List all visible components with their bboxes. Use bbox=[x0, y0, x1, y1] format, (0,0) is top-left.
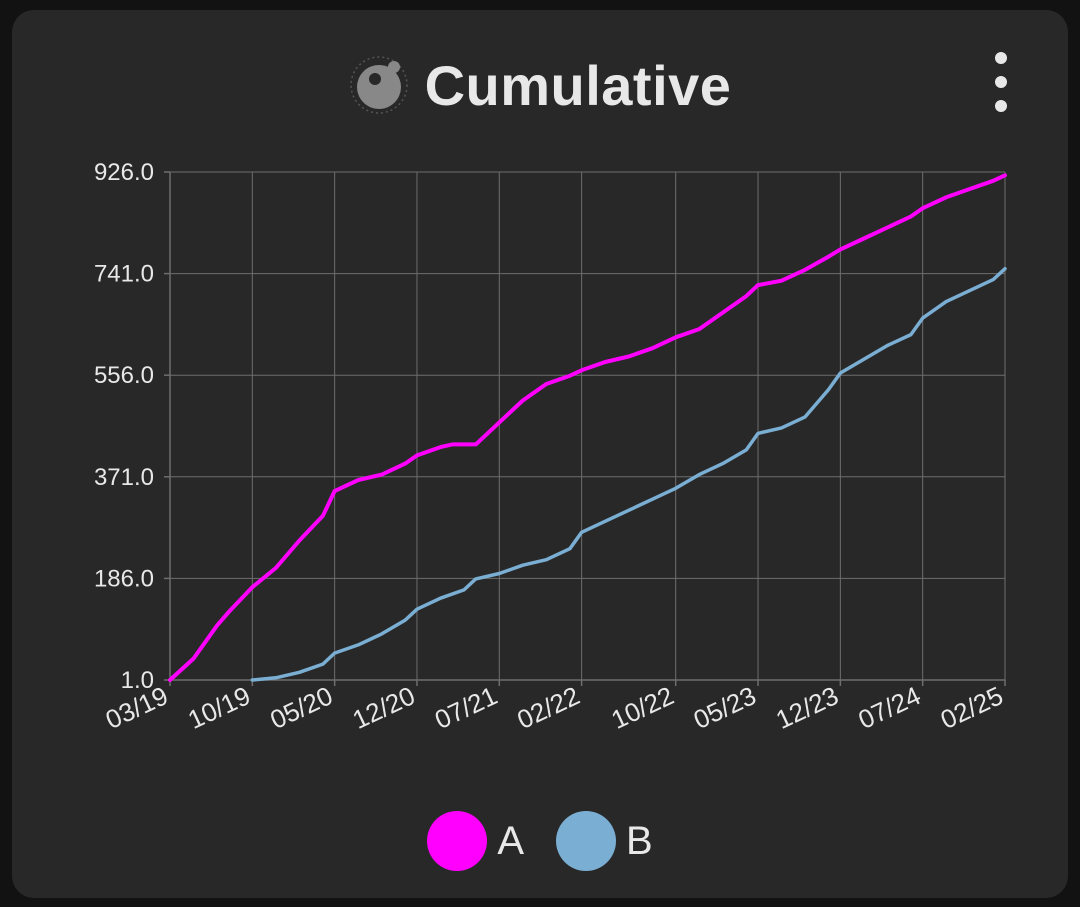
card-header: Cumulative bbox=[12, 50, 1068, 120]
x-tick-label: 10/19 bbox=[183, 680, 255, 735]
more-vertical-icon[interactable] bbox=[986, 52, 1016, 112]
x-tick-label: 12/20 bbox=[348, 680, 420, 735]
y-tick-label: 371.0 bbox=[94, 464, 154, 491]
legend-item-b[interactable]: B bbox=[556, 811, 653, 871]
series-line-b bbox=[250, 266, 1007, 682]
x-tick-label: 07/24 bbox=[854, 680, 926, 735]
chart-card: Cumulative bbox=[12, 10, 1068, 898]
y-axis-ticks: 1.0 186.0 371.0 556.0 741.0 926.0 bbox=[94, 159, 154, 694]
series-line-a bbox=[168, 173, 1007, 682]
x-tick-label: 07/21 bbox=[430, 680, 502, 735]
legend-swatch bbox=[556, 811, 616, 871]
y-tick-label: 556.0 bbox=[94, 362, 154, 389]
legend-label: A bbox=[497, 818, 524, 863]
menu-dot bbox=[995, 52, 1007, 64]
legend-swatch bbox=[427, 811, 488, 871]
planet-icon bbox=[349, 56, 408, 114]
x-tick-label: 02/22 bbox=[512, 680, 584, 735]
y-tick-label: 741.0 bbox=[94, 261, 154, 288]
chart-legend: A B bbox=[0, 806, 1080, 876]
y-tick-label: 186.0 bbox=[94, 565, 154, 592]
chart-grid bbox=[164, 171, 1006, 686]
x-axis-ticks: 03/19 10/19 05/20 12/20 07/21 02/22 10/22 05/23… bbox=[101, 680, 1008, 735]
legend-label: B bbox=[626, 818, 653, 863]
page-title: Cumulative bbox=[424, 53, 732, 117]
x-tick-label: 02/25 bbox=[936, 680, 1008, 735]
y-tick-label: 926.0 bbox=[94, 159, 154, 186]
menu-dot bbox=[995, 76, 1007, 88]
x-tick-label: 05/20 bbox=[266, 680, 338, 735]
x-tick-label: 05/23 bbox=[689, 680, 761, 735]
y-tick-label: 1.0 bbox=[121, 667, 154, 694]
legend-item-a[interactable]: A bbox=[427, 811, 524, 871]
x-tick-label: 10/22 bbox=[607, 680, 679, 735]
series-lines bbox=[168, 173, 1007, 682]
menu-dot bbox=[995, 100, 1007, 112]
x-tick-label: 12/23 bbox=[771, 680, 843, 735]
